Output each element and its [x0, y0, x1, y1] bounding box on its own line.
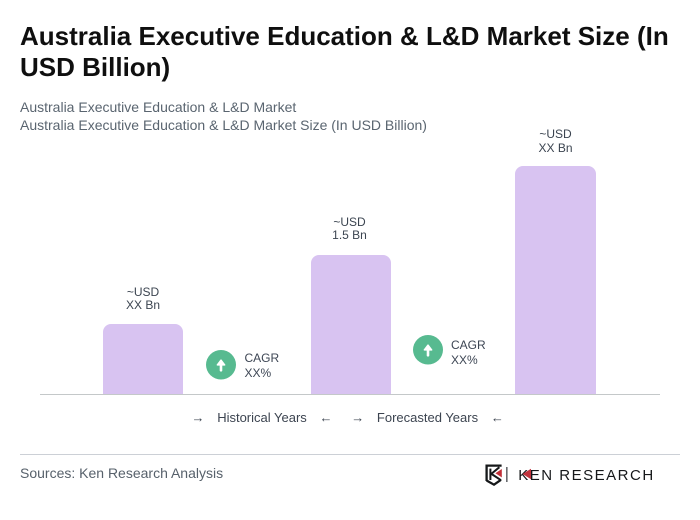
svg-text:KEN RESEARCH: KEN RESEARCH	[518, 467, 654, 484]
